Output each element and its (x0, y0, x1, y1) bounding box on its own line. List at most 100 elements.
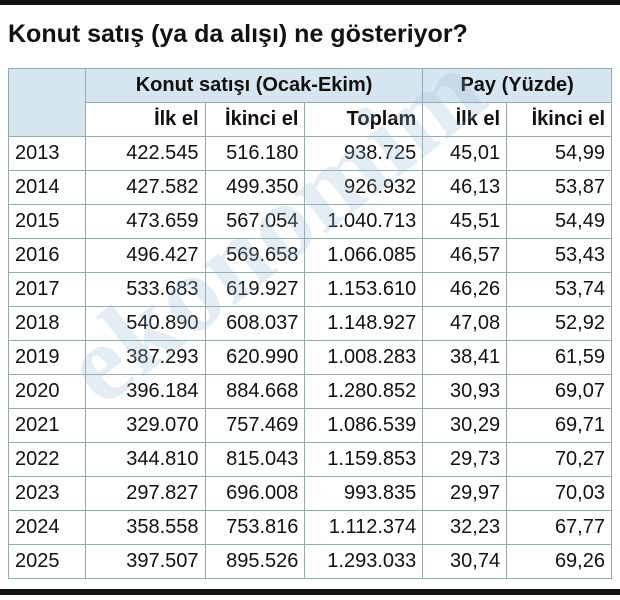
year-cell: 2022 (8, 442, 86, 477)
value-cell: 926.932 (304, 170, 424, 205)
value-cell: 52,92 (506, 306, 612, 341)
value-cell: 422.545 (84, 136, 206, 171)
bottom-rule (0, 589, 620, 595)
group-header: Konut satışı (Ocak-Ekim) (84, 68, 424, 103)
value-cell: 344.810 (84, 442, 206, 477)
column-header: İlk el (422, 102, 508, 137)
value-cell: 620.990 (204, 340, 306, 375)
year-cell: 2016 (8, 238, 86, 273)
table-row: 2014 427.582 499.350 926.932 46,13 53,87 (8, 170, 612, 205)
table-row: 2018 540.890 608.037 1.148.927 47,08 52,92 (8, 306, 612, 341)
data-table: Konut satışı (Ocak-Ekim) Pay (Yüzde) İlk… (8, 68, 612, 579)
value-cell: 45,01 (422, 136, 508, 171)
value-cell: 533.683 (84, 272, 206, 307)
table-row: 2024 358.558 753.816 1.112.374 32,23 67,77 (8, 510, 612, 545)
year-cell: 2020 (8, 374, 86, 409)
value-cell: 70,03 (506, 476, 612, 511)
value-cell: 29,73 (422, 442, 508, 477)
value-cell: 53,43 (506, 238, 612, 273)
value-cell: 1.148.927 (304, 306, 424, 341)
value-cell: 473.659 (84, 204, 206, 239)
table-row: 2015 473.659 567.054 1.040.713 45,51 54,49 (8, 204, 612, 239)
year-cell: 2015 (8, 204, 86, 239)
table-row: 2019 387.293 620.990 1.008.283 38,41 61,59 (8, 340, 612, 375)
table-row: 2013 422.545 516.180 938.725 45,01 54,99 (8, 136, 612, 171)
value-cell: 696.008 (204, 476, 306, 511)
year-cell: 2014 (8, 170, 86, 205)
table-row: 2022 344.810 815.043 1.159.853 29,73 70,27 (8, 442, 612, 477)
group-header: Pay (Yüzde) (422, 68, 612, 103)
value-cell: 53,74 (506, 272, 612, 307)
value-cell: 67,77 (506, 510, 612, 545)
value-cell: 69,71 (506, 408, 612, 443)
value-cell: 61,59 (506, 340, 612, 375)
year-cell: 2018 (8, 306, 86, 341)
value-cell: 32,23 (422, 510, 508, 545)
value-cell: 30,74 (422, 544, 508, 579)
value-cell: 47,08 (422, 306, 508, 341)
value-cell: 569.658 (204, 238, 306, 273)
value-cell: 70,27 (506, 442, 612, 477)
value-cell: 358.558 (84, 510, 206, 545)
value-cell: 619.927 (204, 272, 306, 307)
value-cell: 753.816 (204, 510, 306, 545)
value-cell: 1.008.283 (304, 340, 424, 375)
value-cell: 427.582 (84, 170, 206, 205)
value-cell: 30,93 (422, 374, 508, 409)
table-row: 2020 396.184 884.668 1.280.852 30,93 69,07 (8, 374, 612, 409)
year-cell: 2019 (8, 340, 86, 375)
value-cell: 54,99 (506, 136, 612, 171)
table-row: 2017 533.683 619.927 1.153.610 46,26 53,74 (8, 272, 612, 307)
value-cell: 69,07 (506, 374, 612, 409)
year-cell: 2021 (8, 408, 86, 443)
value-cell: 46,57 (422, 238, 508, 273)
value-cell: 53,87 (506, 170, 612, 205)
value-cell: 397.507 (84, 544, 206, 579)
value-cell: 69,26 (506, 544, 612, 579)
value-cell: 815.043 (204, 442, 306, 477)
top-rule (0, 0, 620, 5)
value-cell: 884.668 (204, 374, 306, 409)
corner-cell (8, 68, 86, 137)
table-row: 2023 297.827 696.008 993.835 29,97 70,03 (8, 476, 612, 511)
value-cell: 938.725 (304, 136, 424, 171)
value-cell: 1.066.085 (304, 238, 424, 273)
year-cell: 2023 (8, 476, 86, 511)
value-cell: 757.469 (204, 408, 306, 443)
value-cell: 608.037 (204, 306, 306, 341)
value-cell: 540.890 (84, 306, 206, 341)
value-cell: 499.350 (204, 170, 306, 205)
value-cell: 1.280.852 (304, 374, 424, 409)
value-cell: 387.293 (84, 340, 206, 375)
value-cell: 1.040.713 (304, 204, 424, 239)
value-cell: 396.184 (84, 374, 206, 409)
value-cell: 46,26 (422, 272, 508, 307)
value-cell: 1.112.374 (304, 510, 424, 545)
title: Konut satış (ya da alışı) ne gösteriyor? (8, 20, 468, 48)
value-cell: 29,97 (422, 476, 508, 511)
column-header: Toplam (304, 102, 424, 137)
table-row: 2021 329.070 757.469 1.086.539 30,29 69,71 (8, 408, 612, 443)
year-cell: 2017 (8, 272, 86, 307)
value-cell: 567.054 (204, 204, 306, 239)
value-cell: 46,13 (422, 170, 508, 205)
column-header: İkinci el (204, 102, 306, 137)
value-cell: 54,49 (506, 204, 612, 239)
value-cell: 1.159.853 (304, 442, 424, 477)
value-cell: 1.086.539 (304, 408, 424, 443)
column-header: İlk el (84, 102, 206, 137)
value-cell: 1.293.033 (304, 544, 424, 579)
year-cell: 2025 (8, 544, 86, 579)
value-cell: 329.070 (84, 408, 206, 443)
value-cell: 516.180 (204, 136, 306, 171)
value-cell: 1.153.610 (304, 272, 424, 307)
column-header: İkinci el (506, 102, 612, 137)
year-cell: 2013 (8, 136, 86, 171)
value-cell: 30,29 (422, 408, 508, 443)
year-cell: 2024 (8, 510, 86, 545)
value-cell: 45,51 (422, 204, 508, 239)
table-row: 2025 397.507 895.526 1.293.033 30,74 69,26 (8, 544, 612, 579)
table-row: 2016 496.427 569.658 1.066.085 46,57 53,43 (8, 238, 612, 273)
value-cell: 496.427 (84, 238, 206, 273)
